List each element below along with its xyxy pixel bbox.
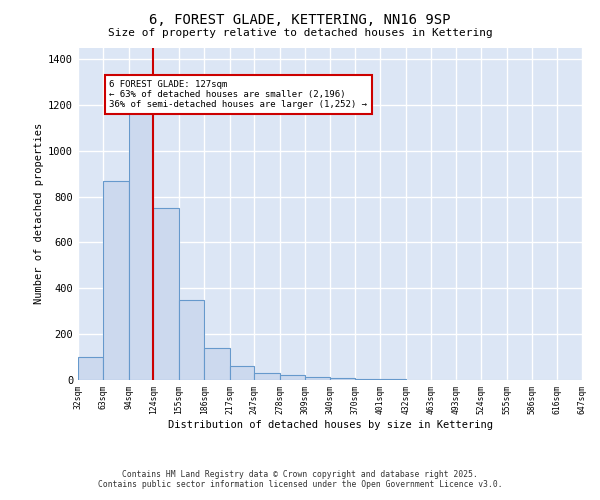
Bar — [305, 376, 331, 380]
Y-axis label: Number of detached properties: Number of detached properties — [34, 123, 44, 304]
Bar — [380, 379, 406, 380]
X-axis label: Distribution of detached houses by size in Kettering: Distribution of detached houses by size … — [167, 420, 493, 430]
Text: 6, FOREST GLADE, KETTERING, NN16 9SP: 6, FOREST GLADE, KETTERING, NN16 9SP — [149, 12, 451, 26]
Bar — [331, 378, 355, 380]
Bar — [129, 89, 154, 380]
Text: Contains HM Land Registry data © Crown copyright and database right 2025.
Contai: Contains HM Land Registry data © Crown c… — [98, 470, 502, 489]
Bar — [230, 366, 254, 380]
Bar — [103, 180, 129, 380]
Text: 6 FOREST GLADE: 127sqm
← 63% of detached houses are smaller (2,196)
36% of semi-: 6 FOREST GLADE: 127sqm ← 63% of detached… — [109, 80, 367, 110]
Bar — [179, 300, 204, 380]
Bar — [355, 379, 380, 380]
Bar — [78, 357, 103, 380]
Bar — [154, 208, 179, 380]
Bar — [280, 376, 305, 380]
Bar — [254, 373, 280, 380]
Bar — [204, 348, 230, 380]
Text: Size of property relative to detached houses in Kettering: Size of property relative to detached ho… — [107, 28, 493, 38]
